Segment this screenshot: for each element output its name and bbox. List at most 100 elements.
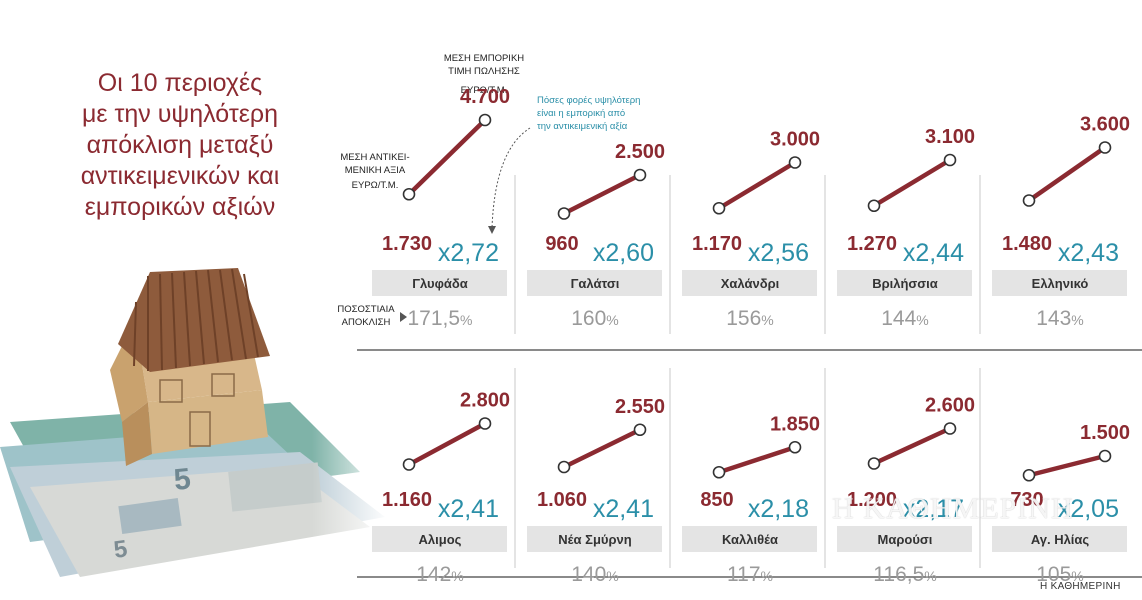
ratio-label: x2,18 [748,495,809,523]
value-line [716,445,798,475]
ratio-label: x2,43 [1058,239,1119,267]
category-box [527,270,662,296]
category-label: Βριλήσσια [872,276,938,291]
objective-point [712,465,726,479]
category-box [837,270,972,296]
objective-value-label: 1.730 [382,233,432,255]
pct-legend-arrow [400,312,407,322]
ratio-label: x2,05 [1058,495,1119,523]
market-value-label: 3.000 [770,129,820,151]
market-value-label: 2.800 [460,390,510,412]
market-value-label: 1.500 [1080,422,1130,444]
value-line [561,172,643,216]
value-line [1026,453,1108,478]
objective-value-label: 960 [545,233,578,255]
objective-point [712,201,726,215]
objective-point [402,458,416,471]
category-box [372,526,507,552]
objective-point [402,187,416,201]
panel-5: 3.600 1.480 x2,43 Ελληνικό 143% [979,114,1130,334]
ratio-note-arrow [491,127,531,229]
objective-point [557,207,571,220]
market-point [478,113,492,127]
category-label: Αλιμος [419,532,462,547]
house-on-banknotes-illustration: 5 5 [0,262,390,592]
objective-point [1022,468,1036,482]
panel-8: 1.850 850 x2,18 Καλλιθέα 117% [669,368,820,586]
objective-value-label: 850 [700,489,733,511]
objective-value-label: 1.160 [382,489,432,511]
panel-3: 3.000 1.170 x2,56 Χαλάνδρι 156% [669,129,820,334]
value-line [716,160,798,211]
category-label: Καλλιθέα [722,532,778,547]
value-line [406,421,488,467]
objective-legend-line1: ΜΕΣΗ ΑΝΤΙΚΕΙ- [340,152,409,163]
value-line [871,426,953,466]
panel-2: 2.500 960 x2,60 Γαλάτσι 160% [514,141,665,334]
value-line [561,427,643,470]
value-line [406,117,488,197]
category-label: Γλυφάδα [412,276,468,291]
market-point [633,423,647,437]
panel-7: 2.550 1.060 x2,41 Νέα Σμύρνη 140% [514,368,665,586]
pct-label: 116,5% [873,563,936,586]
objective-point [1022,194,1036,207]
objective-value-label: 1.060 [537,489,587,511]
objective-legend-unit: ΕΥΡΩ/Τ.Μ. [352,180,399,191]
pct-label: 142% [416,563,464,586]
value-line [871,157,953,208]
objective-value-label: 1.170 [692,233,742,255]
market-value-label: 3.600 [1080,114,1130,136]
market-point [633,168,647,182]
category-box [527,526,662,552]
market-point [943,422,957,435]
ratio-note-arrowhead [488,226,496,234]
market-legend-line1: ΜΕΣΗ ΕΜΠΟΡΙΚΗ [444,53,524,64]
pct-label: 144% [881,307,929,330]
page-title: Οι 10 περιοχές με την υψηλότερη απόκλιση… [80,69,280,221]
category-label: Μαρούσι [878,532,933,547]
objective-point [867,457,881,470]
ratio-label: x2,72 [438,239,499,267]
ratio-label: x2,44 [903,239,964,267]
market-value-label: 2.550 [615,396,665,418]
category-box [992,270,1127,296]
category-label: Χαλάνδρι [721,276,780,291]
pct-label: 160% [571,307,619,330]
ratio-note-line3: την αντικειμενική αξία [537,121,628,132]
category-box [682,526,817,552]
source-label: Η ΚΑΘΗΜΕΡΙΝΗ [1040,581,1121,592]
market-value-label: 4.700 [460,86,510,108]
objective-point [867,199,881,213]
pct-legend-line2: ΑΠΟΚΛΙΣΗ [342,317,391,328]
pct-label: 171,5% [407,307,472,330]
pct-legend-line1: ΠΟΣΟΣΤΙΑΙΑ [337,304,395,315]
market-value-label: 2.500 [615,141,665,163]
pct-label: 105% [1036,563,1084,586]
ratio-label: x2,41 [593,495,654,523]
panel-6: 2.800 1.160 x2,41 Αλιμος 142% [372,390,510,586]
objective-value-label: 1.270 [847,233,897,255]
ratio-label: x2,41 [438,495,499,523]
panel-10: 1.500 730 x2,05 Αγ. Ηλίας 105% [979,368,1130,586]
category-box [992,526,1127,552]
category-box [682,270,817,296]
ratio-note-line2: είναι η εμπορική από [537,108,625,119]
panel-1: 4.700 1.730 x2,72 Γλυφάδα 171,5% [372,86,510,330]
ratio-label: x2,60 [593,239,654,267]
market-legend-unit: ΕΥΡΩ/Τ.Μ. [461,85,508,96]
category-box [837,526,972,552]
market-point [1098,449,1112,463]
value-line [1026,145,1108,203]
ratio-note-line1: Πόσες φορές υψηλότερη [537,95,640,106]
objective-value-label: 1.200 [847,489,897,511]
objective-point [557,460,571,474]
pct-label: 143% [1036,307,1084,330]
category-label: Νέα Σμύρνη [558,532,631,547]
market-point [478,417,492,430]
market-legend-line2: ΤΙΜΗ ΠΩΛΗΣΗΣ [448,66,520,77]
panel-4: 3.100 1.270 x2,44 Βριλήσσια 144% [824,126,975,334]
market-value-label: 2.600 [925,395,975,417]
market-value-label: 1.850 [770,413,820,435]
